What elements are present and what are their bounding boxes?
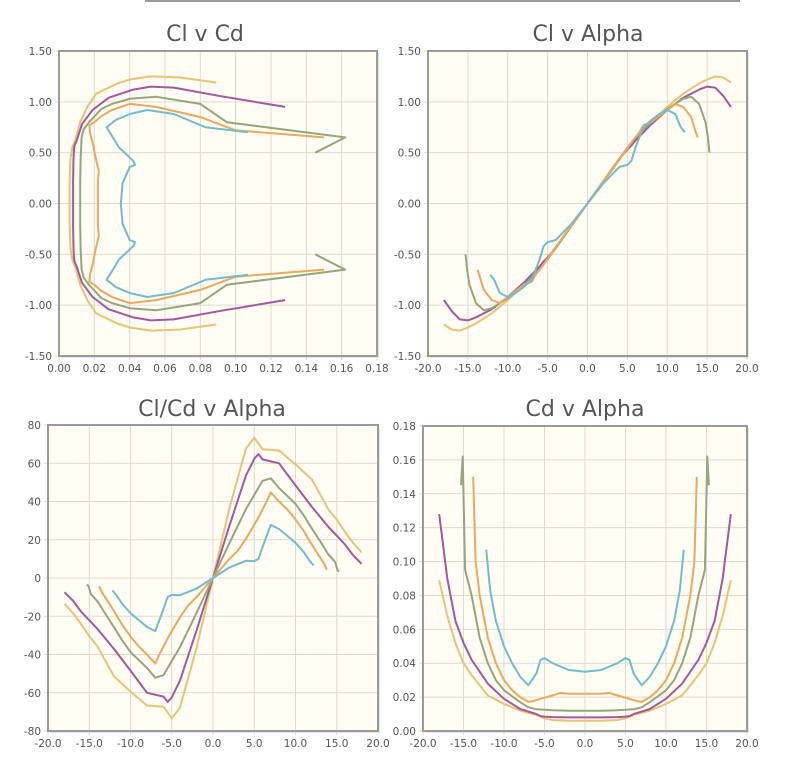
series-line-teal	[489, 109, 686, 298]
x-tick-label: -5.0	[162, 738, 183, 750]
y-tick-label: 0.50	[398, 148, 421, 160]
y-tick-label: 1.50	[29, 46, 52, 58]
y-tick-label: -60	[24, 688, 41, 700]
series-line-teal	[111, 523, 315, 633]
x-tick-label: 20.0	[366, 738, 389, 750]
x-tick-label: 5.0	[246, 738, 263, 750]
x-tick-label: -10.0	[494, 363, 521, 375]
y-tick-label: 40	[28, 497, 41, 509]
x-tick-label: 15.0	[695, 738, 718, 750]
series-line-orange	[88, 102, 325, 305]
series-line-purple	[72, 85, 286, 322]
y-tick-label: 0.12	[393, 523, 416, 535]
x-tick-label: 0.14	[295, 363, 319, 375]
x-tick-label: 5.0	[617, 738, 634, 750]
y-tick-label: 1.00	[398, 97, 421, 109]
chart-title-cl-alpha: Cl v Alpha	[532, 22, 643, 47]
y-tick-label: 0.00	[393, 726, 416, 738]
x-tick-label: 0.00	[47, 363, 70, 375]
x-tick-label: -15.0	[450, 738, 477, 750]
y-tick-label: -1.00	[394, 300, 421, 312]
series-line-teal	[105, 109, 249, 298]
y-tick-label: 0.16	[393, 455, 417, 467]
series-line-olive	[460, 455, 710, 712]
x-tick-label: -10.0	[117, 738, 144, 750]
series-line-yellow	[68, 75, 217, 332]
y-tick-label: 80	[28, 420, 41, 432]
y-tick-label: 0.06	[393, 624, 417, 636]
x-tick-label: 0.02	[83, 363, 106, 375]
x-tick-label: -5.0	[537, 363, 558, 375]
x-tick-label: 15.0	[695, 363, 718, 375]
y-tick-label: -1.50	[25, 351, 52, 363]
x-tick-label: -5.0	[534, 738, 555, 750]
x-tick-label: 0.0	[577, 738, 594, 750]
chart-3: -20.0 -15.0 -10.0 -5.0 0.0 5.0 10.0 15.0 20.0 0.0…	[393, 421, 759, 750]
x-tick-label: -20.0	[409, 738, 436, 750]
x-tick-label: 0.12	[259, 363, 282, 375]
x-tick-label: 0.18	[365, 363, 388, 375]
x-tick-label: 0.04	[118, 363, 142, 375]
y-tick-label: 20	[28, 535, 41, 547]
y-tick-label: 0.14	[393, 489, 417, 501]
y-tick-label: -0.50	[394, 249, 421, 261]
x-tick-label: -20.0	[34, 738, 61, 750]
chart-title-cd-alpha: Cd v Alpha	[526, 397, 645, 422]
y-tick-label: -0.50	[25, 249, 52, 261]
x-tick-label: 0.0	[205, 738, 222, 750]
chart-title-clcd-alpha: Cl/Cd v Alpha	[138, 397, 286, 422]
y-tick-label: 0.18	[393, 421, 416, 433]
panel-border	[145, 0, 740, 2]
y-tick-label: -80	[24, 726, 41, 738]
chart-2: -20.0 -15.0 -10.0 -5.0 0.0 5.0 10.0 15.0 20.0 -80…	[24, 420, 390, 750]
y-tick-label: 0.04	[393, 658, 417, 670]
x-tick-label: 5.0	[619, 363, 636, 375]
y-tick-label: 0.50	[29, 148, 52, 160]
y-tick-label: 1.50	[398, 46, 421, 58]
x-tick-label: 10.0	[654, 738, 677, 750]
x-tick-label: 0.0	[579, 363, 596, 375]
y-tick-label: -1.50	[394, 351, 421, 363]
x-tick-label: -15.0	[454, 363, 481, 375]
x-tick-label: -15.0	[76, 738, 103, 750]
chart-1: -20.0 -15.0 -10.0 -5.0 0.0 5.0 10.0 15.0 20.0 -1.…	[394, 46, 759, 375]
x-tick-label: -10.0	[490, 738, 517, 750]
x-tick-label: -20.0	[414, 363, 441, 375]
x-tick-label: 0.06	[153, 363, 177, 375]
x-tick-label: 0.10	[224, 363, 247, 375]
plot-frame	[427, 50, 748, 357]
x-tick-label: 10.0	[656, 363, 679, 375]
series-line-yellow	[438, 579, 732, 722]
series-line-purple	[438, 513, 732, 719]
x-tick-label: 20.0	[735, 363, 758, 375]
y-tick-label: 60	[28, 458, 41, 470]
chart-0: 0.00 0.02 0.04 0.06 0.08 0.10 0.12 0.14 0.16 0.18…	[25, 46, 389, 375]
y-tick-label: 0.08	[393, 590, 416, 602]
chart-title-cl-cd: Cl v Cd	[166, 22, 244, 47]
y-tick-label: 1.00	[29, 97, 52, 109]
y-tick-label: 0.00	[29, 199, 52, 211]
y-tick-label: -40	[24, 650, 41, 662]
series-line-teal	[485, 549, 685, 687]
plot-frame	[422, 425, 748, 732]
y-tick-label: -20	[24, 611, 41, 623]
series-line-olive	[79, 95, 347, 312]
x-tick-label: 15.0	[325, 738, 348, 750]
y-tick-label: 0.02	[393, 692, 416, 704]
y-tick-label: 0.10	[393, 557, 416, 569]
y-tick-label: 0.00	[398, 199, 421, 211]
x-tick-label: 20.0	[735, 738, 758, 750]
x-tick-label: 0.16	[330, 363, 354, 375]
series-line-orange	[472, 476, 698, 703]
x-tick-label: 10.0	[284, 738, 307, 750]
y-tick-label: -1.00	[25, 300, 52, 312]
plot-frame	[47, 424, 379, 732]
y-tick-label: 0	[34, 573, 41, 585]
x-tick-label: 0.08	[189, 363, 212, 375]
plot-frame	[58, 50, 378, 357]
